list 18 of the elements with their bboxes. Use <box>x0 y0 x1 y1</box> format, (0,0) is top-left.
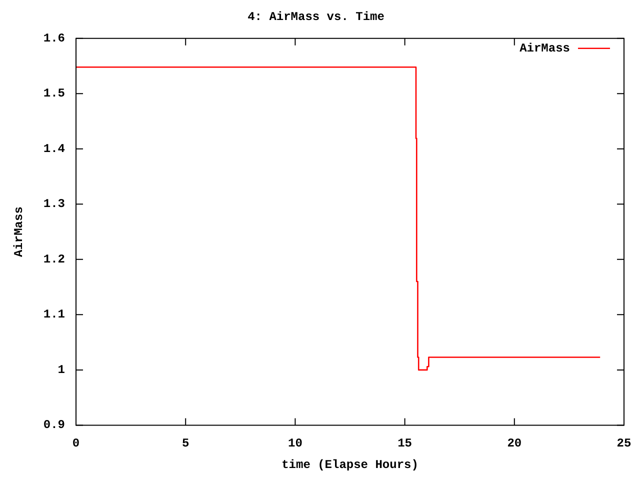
x-axis-title: time (Elapse Hours) <box>282 458 418 472</box>
x-tick-label: 10 <box>288 436 302 450</box>
x-tick-label: 20 <box>507 436 522 450</box>
y-tick-label: 1 <box>58 362 66 377</box>
y-tick-label: 1.2 <box>43 252 66 266</box>
y-axis-title: AirMass <box>12 206 26 258</box>
y-tick-label: 1.3 <box>43 197 66 212</box>
chart-title: 4: AirMass vs. Time <box>248 10 384 24</box>
x-tick-label: 5 <box>182 436 190 450</box>
x-tick-label: 15 <box>398 436 412 450</box>
y-tick-label: 1.5 <box>43 86 66 101</box>
x-tick-label: 0 <box>72 436 80 450</box>
y-tick-label: 1.6 <box>43 31 66 46</box>
y-tick-label: 1.4 <box>43 142 66 156</box>
text: AirMass <box>520 41 570 56</box>
y-tick-label: 0.9 <box>43 418 66 432</box>
y-tick-label: 1.1 <box>43 308 66 322</box>
x-tick-label: 25 <box>616 436 632 450</box>
